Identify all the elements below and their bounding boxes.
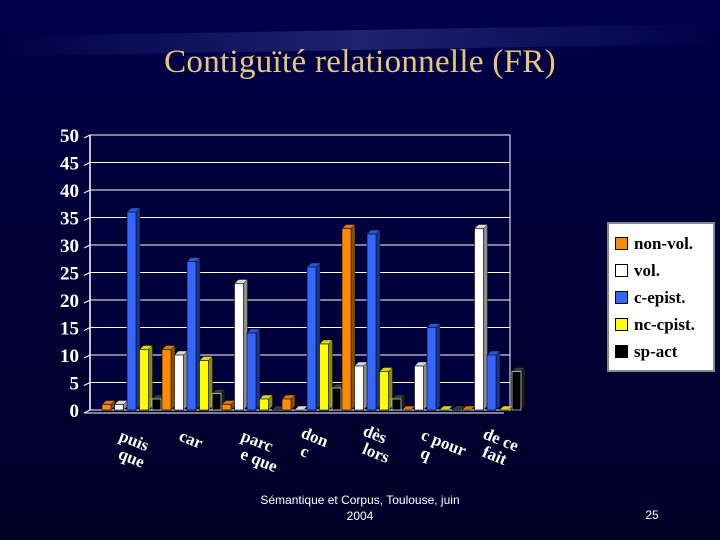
bar — [114, 404, 124, 411]
bar — [174, 354, 184, 411]
x-tick-label-line: c — [298, 441, 313, 462]
gridline-depth — [83, 244, 91, 249]
legend-swatch — [615, 237, 628, 250]
bar — [426, 327, 437, 411]
bar — [211, 393, 222, 411]
x-tick-label: puisque — [110, 426, 154, 472]
bar — [354, 365, 364, 411]
x-tick-label-line: e que — [238, 444, 281, 476]
gridline-depth — [83, 217, 91, 221]
bar — [341, 228, 352, 411]
bar — [414, 365, 424, 411]
x-tick-label-line: q — [418, 443, 434, 464]
legend-item: nc-cpist. — [615, 311, 713, 338]
bar — [474, 228, 484, 411]
legend-swatch — [615, 291, 628, 304]
slide-footer: Sémantique et Corpus, Toulouse, juin 200… — [240, 492, 480, 524]
x-tick-label-line: lors — [360, 439, 393, 467]
bar-top — [451, 405, 466, 411]
x-tick-label: de cefait — [474, 424, 522, 471]
bar — [139, 349, 149, 411]
y-tick-label: 50 — [60, 126, 79, 147]
y-tick-label: 20 — [60, 291, 79, 312]
bar — [486, 354, 497, 411]
x-tick-label-line: car — [177, 426, 206, 453]
legend-item: non-vol. — [615, 230, 713, 257]
x-tick-label: c pourq — [412, 425, 469, 476]
gridline-depth — [83, 327, 91, 331]
gridline-depth — [83, 299, 91, 304]
gridline-depth — [83, 189, 91, 194]
bar — [101, 404, 112, 411]
bar — [161, 349, 172, 411]
legend-label: nc-cpist. — [634, 314, 695, 334]
gridline-depth — [83, 354, 91, 359]
legend-item: sp-act — [615, 338, 713, 365]
y-tick-label: 25 — [60, 264, 79, 285]
legend-label: vol. — [634, 260, 660, 280]
x-tick-label: donc — [292, 423, 331, 467]
bar — [221, 404, 232, 411]
bar-top — [439, 405, 453, 411]
bar — [281, 398, 292, 411]
gridline-depth — [83, 134, 91, 139]
bar — [511, 371, 522, 411]
x-tick-label: car — [177, 426, 206, 453]
footer-line-2: 2004 — [346, 509, 374, 523]
y-tick-label: 40 — [60, 181, 79, 202]
bar-side — [255, 328, 261, 411]
legend-item: c-epist. — [615, 284, 713, 311]
gridline-depth — [83, 272, 91, 276]
gridline-depth — [83, 382, 91, 386]
bar — [331, 387, 342, 411]
chart-legend: non-vol. vol. c-epist. nc-cpist. sp-act — [607, 222, 715, 372]
bar-side — [495, 350, 501, 411]
y-tick-label: 35 — [60, 209, 79, 230]
bar — [186, 261, 197, 411]
legend-label: c-epist. — [634, 287, 686, 307]
legend-swatch — [615, 318, 628, 331]
y-tick-label: 5 — [70, 374, 80, 395]
bar — [126, 211, 137, 411]
y-tick-label: 10 — [60, 346, 79, 367]
legend-item: vol. — [615, 257, 713, 284]
bar — [391, 398, 402, 411]
bar — [199, 360, 209, 411]
legend-label: non-vol. — [634, 233, 694, 253]
bar — [234, 283, 244, 411]
gridline-depth — [83, 162, 91, 166]
bar — [259, 398, 269, 411]
bar — [379, 371, 389, 411]
legend-label: sp-act — [634, 341, 678, 361]
bar-side — [520, 367, 526, 411]
slide-title: Contiguïté relationnelle (FR) — [164, 44, 556, 80]
legend-swatch — [615, 345, 628, 358]
y-tick-label: 30 — [60, 236, 79, 257]
bar — [319, 343, 329, 411]
page-number: 25 — [645, 508, 659, 522]
bar — [151, 398, 162, 411]
x-tick-label: dèslors — [354, 421, 399, 467]
footer-line-1: Sémantique et Corpus, Toulouse, juin — [260, 493, 460, 507]
legend-swatch — [615, 264, 628, 277]
bar — [306, 266, 317, 411]
y-tick-label: 0 — [70, 401, 80, 422]
bar-side — [435, 323, 441, 411]
bar — [366, 233, 377, 411]
y-tick-label: 45 — [60, 154, 79, 175]
x-tick-label: parce que — [232, 426, 287, 476]
bar — [246, 332, 257, 411]
y-tick-label: 15 — [60, 319, 79, 340]
